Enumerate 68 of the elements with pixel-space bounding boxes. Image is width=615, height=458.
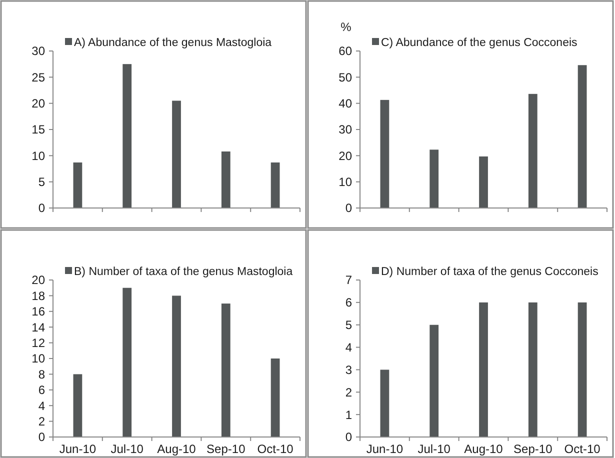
bar xyxy=(270,162,280,208)
y-tick-label: 20 xyxy=(32,273,46,288)
y-tick-label: 6 xyxy=(345,296,352,310)
y-tick-label: 60 xyxy=(338,44,352,58)
legend-label: A) Abundance of the genus Mastogloia xyxy=(74,37,272,50)
x-tick-label: Jul-10 xyxy=(110,442,144,456)
y-tick-label: 20 xyxy=(338,148,352,163)
legend-label: B) Number of taxa of the genus Mastogloia xyxy=(74,266,294,278)
y-tick-label: 16 xyxy=(32,304,46,319)
y-tick-label: 1 xyxy=(345,408,352,422)
y-tick-label: 50 xyxy=(338,70,352,84)
y-tick-label: 5 xyxy=(38,175,46,190)
bar xyxy=(122,64,132,208)
bar xyxy=(430,150,439,208)
bar xyxy=(270,358,280,437)
y-tick-label: 30 xyxy=(32,44,46,58)
bar xyxy=(172,296,181,437)
bar xyxy=(380,100,390,208)
bar xyxy=(73,374,82,437)
y-tick-label: 0 xyxy=(38,430,46,444)
y-tick-label: 18 xyxy=(32,288,46,303)
bar xyxy=(221,304,230,437)
x-tick-label: Aug-10 xyxy=(157,442,196,456)
y-tick-label: 4 xyxy=(345,340,352,354)
bar xyxy=(578,302,587,437)
legend-label: D) Number of taxa of the genus Cocconeis xyxy=(381,266,599,278)
y-tick-label: 10 xyxy=(32,148,46,163)
y-tick-label: 6 xyxy=(38,383,46,398)
y-tick-label: 3 xyxy=(345,362,352,377)
y-tick-label: 30 xyxy=(338,122,352,137)
x-tick-label: Sep-10 xyxy=(514,442,553,456)
y-tick-label: 0 xyxy=(345,201,352,216)
y-tick-label: 4 xyxy=(38,398,46,413)
x-tick-label: Jun-10 xyxy=(59,442,96,456)
bar xyxy=(221,151,230,208)
bar xyxy=(479,156,488,208)
legend-label: C) Abundance of the genus Cocconeis xyxy=(381,37,578,50)
y-tick-label: 0 xyxy=(345,430,352,444)
y-tick-label: 40 xyxy=(338,96,352,111)
y-tick-label: 10 xyxy=(32,352,46,366)
bar xyxy=(172,100,181,208)
y-tick-label: 25 xyxy=(32,70,46,84)
y-tick-label: 8 xyxy=(38,367,46,382)
x-tick-label: Sep-10 xyxy=(206,442,246,456)
y-tick-label: 7 xyxy=(345,273,352,288)
x-tick-label: Oct-10 xyxy=(257,442,294,456)
x-tick-label: Jun-10 xyxy=(366,442,404,456)
x-tick-label: Jul-10 xyxy=(418,442,451,456)
y-tick-label: 10 xyxy=(338,175,352,190)
y-tick-label: 2 xyxy=(345,385,352,400)
y-tick-label: 0 xyxy=(38,201,46,216)
bar xyxy=(528,94,538,208)
y-axis-title: % xyxy=(340,20,352,34)
y-tick-label: 15 xyxy=(32,122,46,137)
bar xyxy=(380,370,390,437)
bar xyxy=(122,288,132,437)
bar xyxy=(578,65,587,208)
x-tick-label: Aug-10 xyxy=(464,442,504,456)
bar xyxy=(430,324,439,437)
bar xyxy=(528,302,538,437)
y-tick-label: 5 xyxy=(345,318,352,332)
y-tick-label: 14 xyxy=(32,320,46,334)
bar xyxy=(73,162,82,208)
y-tick-label: 12 xyxy=(32,336,46,350)
bar xyxy=(479,302,488,437)
y-tick-label: 20 xyxy=(32,96,46,111)
x-tick-label: Oct-10 xyxy=(564,442,601,456)
y-tick-label: 2 xyxy=(38,414,46,428)
